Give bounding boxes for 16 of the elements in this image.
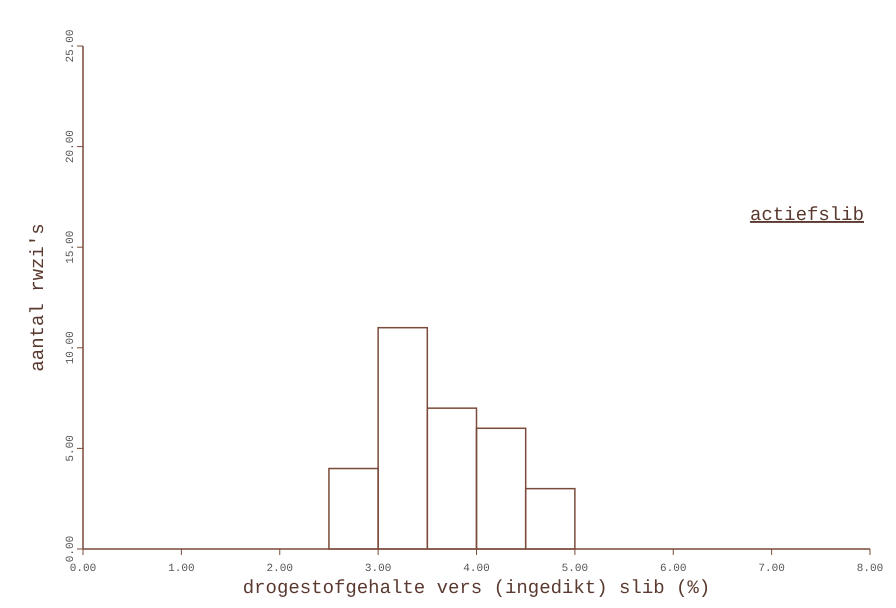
y-axis-title: aantal rwzi's xyxy=(27,223,49,372)
x-tick-label: 4.00 xyxy=(463,563,490,575)
x-tick-label: 3.00 xyxy=(364,563,392,575)
x-axis-title: drogestofgehalte vers (ingedikt) slib (%) xyxy=(242,577,710,599)
x-tick-label: 6.00 xyxy=(660,563,686,575)
x-tick-label: 1.00 xyxy=(168,563,195,575)
y-tick-label: 25.00 xyxy=(65,29,77,63)
y-tick-label: 20.00 xyxy=(65,130,77,164)
x-tick-label: 7.00 xyxy=(758,563,785,575)
y-tick-label: 10.00 xyxy=(65,331,77,364)
x-tick-label: 2.00 xyxy=(266,563,293,575)
x-tick-label: 5.00 xyxy=(562,563,588,575)
x-tick-label: 8.00 xyxy=(856,563,884,575)
text: actiefslib xyxy=(750,204,864,226)
y-tick-label: 5.00 xyxy=(65,435,77,462)
y-tick-label: 15.00 xyxy=(65,230,77,264)
